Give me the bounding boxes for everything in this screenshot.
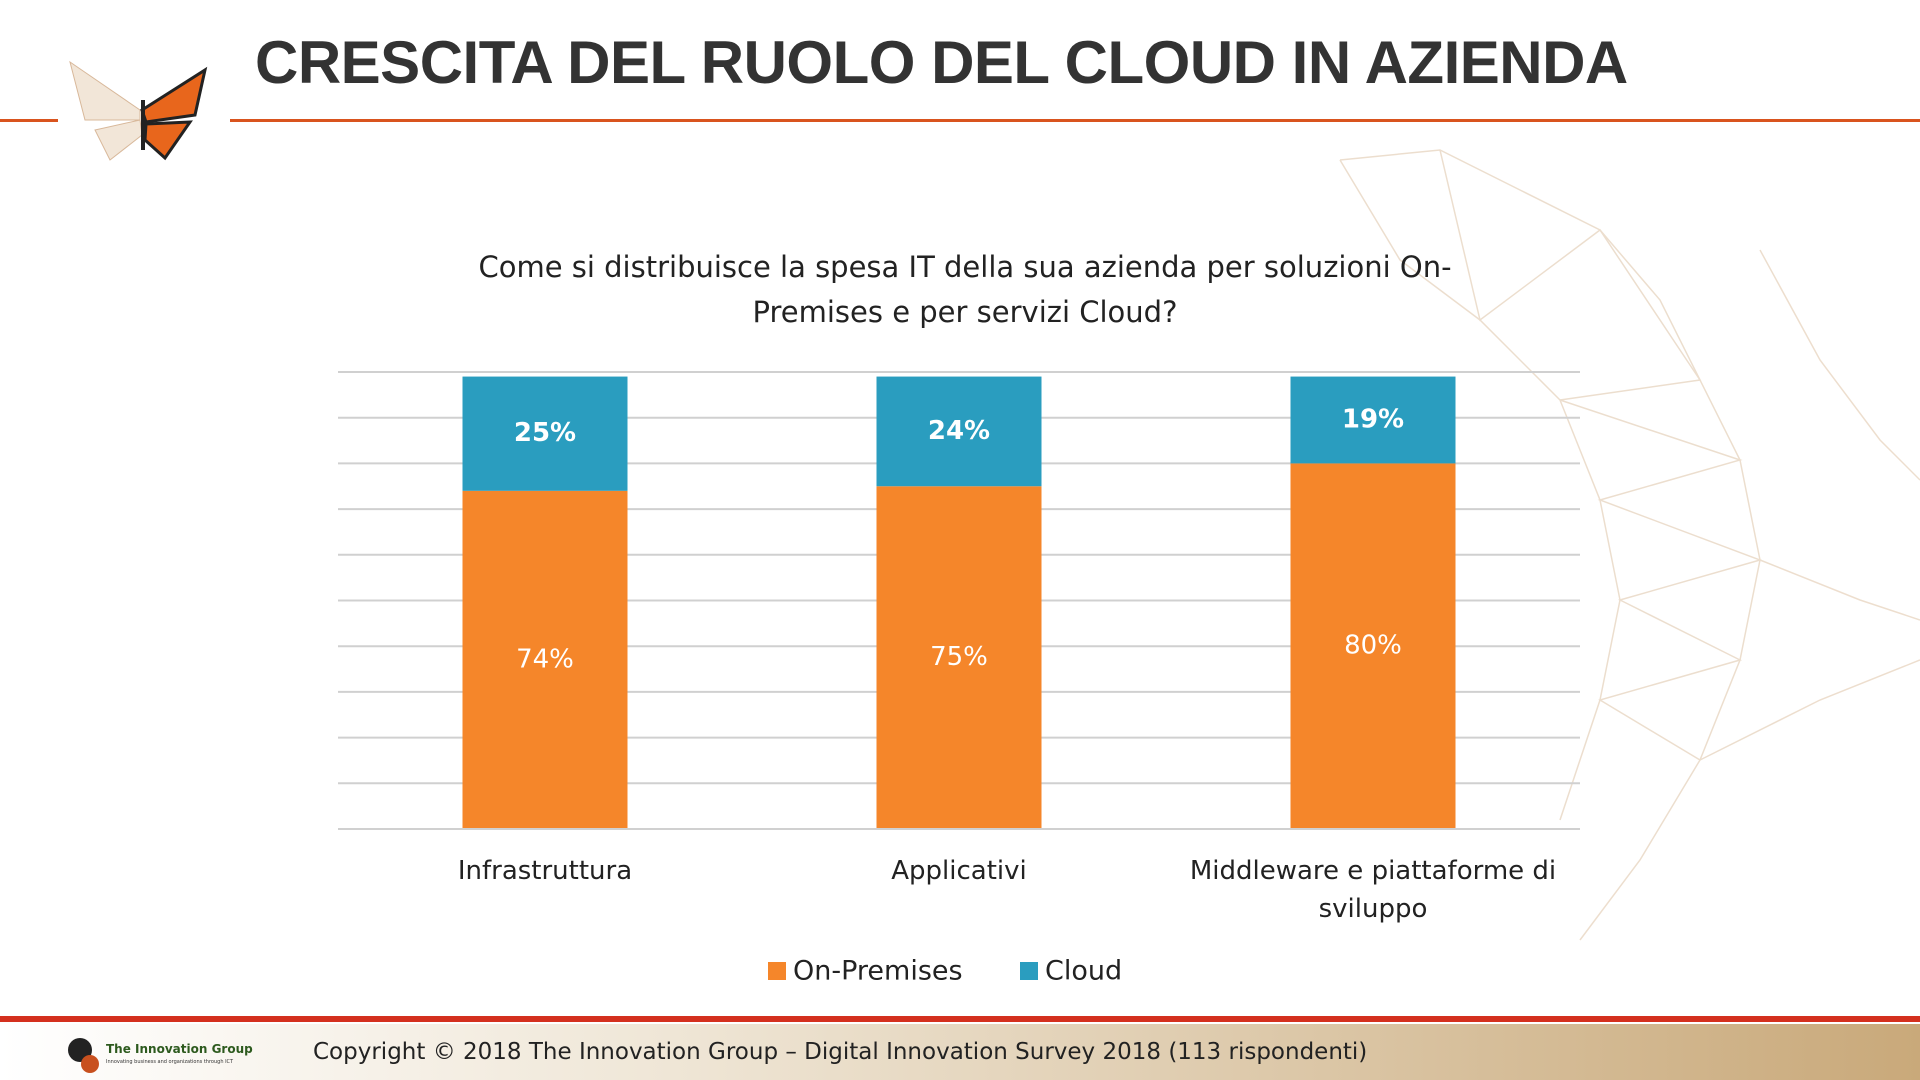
logo-tagline: Innovating business and organizations th… <box>106 1059 234 1065</box>
x-tick-label: Applicativi <box>891 856 1027 886</box>
footer-rule <box>0 1016 1920 1022</box>
data-label: 24% <box>928 416 990 446</box>
butterfly-logo <box>69 60 208 161</box>
legend-label: Cloud <box>1045 956 1122 987</box>
background-network <box>1339 149 1920 941</box>
data-label: 19% <box>1342 404 1404 434</box>
data-label: 75% <box>930 642 988 672</box>
bar-segment <box>1290 463 1456 829</box>
copyright: Copyright © 2018 The Innovation Group – … <box>313 1039 1368 1065</box>
footer-logo-icon <box>68 1038 99 1073</box>
data-label: 25% <box>514 418 576 448</box>
data-label: 74% <box>516 644 574 674</box>
data-label: 80% <box>1344 631 1402 661</box>
legend-label: On-Premises <box>793 956 963 987</box>
footer-band <box>0 1024 1920 1080</box>
bar-segment <box>462 490 628 829</box>
header-rule <box>0 119 58 122</box>
x-tick-label: Middleware e piattaforme di sviluppo <box>1189 856 1557 924</box>
legend-swatch <box>768 962 786 980</box>
bar-segment <box>462 376 628 491</box>
legend-swatch <box>1020 962 1038 980</box>
bar-segment <box>876 486 1042 829</box>
bar-segment <box>876 376 1042 487</box>
logo-name: The Innovation Group <box>106 1042 253 1056</box>
chart-title: Come si distribuisce la spesa IT della s… <box>478 250 1452 329</box>
header-rule <box>230 119 1920 122</box>
bar-segment <box>1290 376 1456 464</box>
page-title: CRESCITA DEL RUOLO DEL CLOUD IN AZIENDA <box>255 29 1628 96</box>
x-tick-label: Infrastruttura <box>457 856 633 886</box>
